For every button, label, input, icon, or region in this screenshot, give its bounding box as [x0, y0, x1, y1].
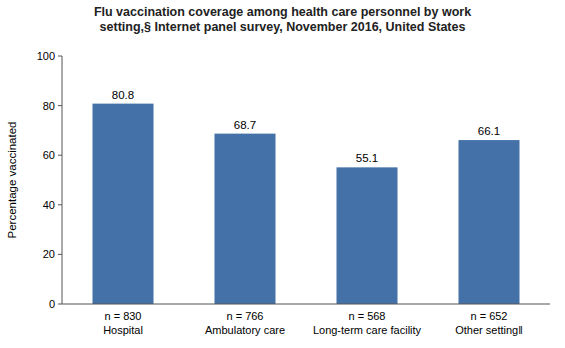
y-tick-label: 100	[37, 50, 55, 62]
data-label: 68.7	[234, 119, 256, 131]
y-tick	[58, 155, 62, 156]
y-tick	[58, 204, 62, 205]
bar	[337, 167, 398, 304]
x-tick-label-line: n = 830	[104, 310, 141, 322]
y-tick	[58, 105, 62, 106]
y-axis-label: Percentage vaccinated	[6, 122, 18, 239]
x-tick-label-line: n = 568	[348, 310, 385, 322]
data-label: 80.8	[112, 89, 134, 101]
y-tick-label: 80	[43, 100, 55, 112]
x-tick-label-line: Other setting‖	[455, 324, 523, 336]
x-tick-label: n = 568 Long-term care facility	[313, 310, 422, 336]
data-label: 66.1	[478, 125, 500, 137]
y-tick-label: 0	[49, 298, 55, 310]
x-tick-label: n = 830 Hospital	[103, 310, 143, 336]
bar	[215, 134, 276, 304]
x-tick-label-line: Hospital	[103, 324, 143, 336]
x-tick-label: n = 766 Ambulatory care	[205, 310, 285, 336]
x-tick-label-line: n = 766	[226, 310, 263, 322]
y-tick-label: 60	[43, 149, 55, 161]
y-tick-label: 20	[43, 248, 55, 260]
x-tick-label-line: Ambulatory care	[205, 324, 285, 336]
y-tick	[58, 56, 62, 57]
title-line: Flu vaccination coverage among health ca…	[94, 5, 471, 19]
title: Flu vaccination coverage among health ca…	[94, 5, 471, 34]
x-tick-label: n = 652 Other setting‖	[455, 310, 523, 336]
x-axis-line	[62, 304, 550, 305]
y-axis-line	[62, 56, 63, 304]
y-tick-label: 40	[43, 199, 55, 211]
bars	[93, 104, 520, 304]
y-tick	[58, 254, 62, 255]
chart: Flu vaccination coverage among health ca…	[0, 0, 565, 348]
y-tick	[58, 304, 62, 305]
x-tick-label-line: Long-term care facility	[313, 324, 422, 336]
bar	[93, 104, 154, 304]
data-label: 55.1	[356, 152, 378, 164]
bar	[459, 140, 520, 304]
x-tick-label-line: n = 652	[470, 310, 507, 322]
title-line: setting,§ Internet panel survey, Novembe…	[100, 20, 466, 34]
